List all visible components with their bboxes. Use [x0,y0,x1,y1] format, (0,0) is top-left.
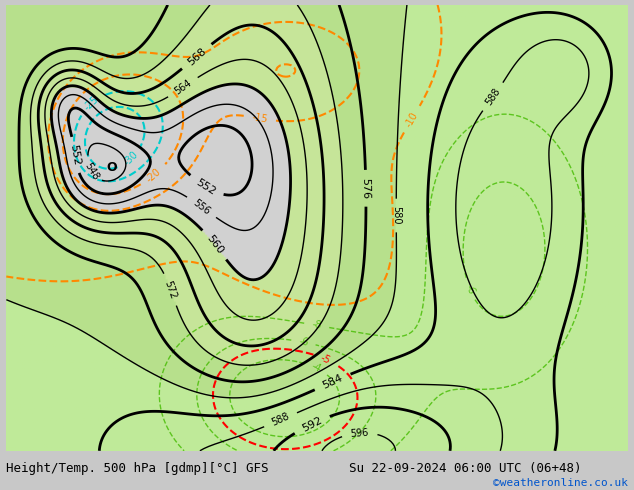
Text: 552: 552 [194,177,217,196]
Text: 580: 580 [391,206,401,225]
Text: O: O [107,161,117,173]
Text: -15: -15 [251,112,269,124]
Text: 584: 584 [321,373,344,391]
Text: -4: -4 [309,361,322,374]
Text: -6: -6 [298,336,309,348]
Text: -30: -30 [122,150,140,168]
Text: 596: 596 [350,427,369,439]
Text: 548: 548 [82,161,101,182]
Text: -8: -8 [311,319,322,331]
Text: 564: 564 [172,78,193,97]
Text: 568: 568 [186,46,208,67]
Text: -10: -10 [404,110,420,128]
Text: 588: 588 [270,412,291,428]
Text: -5: -5 [318,352,332,366]
Text: 560: 560 [204,233,225,256]
Text: 576: 576 [361,178,371,199]
Text: 556: 556 [191,197,212,217]
Text: -6: -6 [463,283,476,295]
Text: Height/Temp. 500 hPa [gdmp][°C] GFS: Height/Temp. 500 hPa [gdmp][°C] GFS [6,462,269,475]
Text: -25: -25 [82,95,101,113]
Text: 552: 552 [68,144,82,166]
Text: 572: 572 [163,279,178,300]
Text: -20: -20 [145,166,163,184]
Text: Su 22-09-2024 06:00 UTC (06+48): Su 22-09-2024 06:00 UTC (06+48) [349,462,581,475]
Text: ©weatheronline.co.uk: ©weatheronline.co.uk [493,478,628,488]
Text: 592: 592 [300,415,323,433]
Text: 588: 588 [484,86,502,107]
